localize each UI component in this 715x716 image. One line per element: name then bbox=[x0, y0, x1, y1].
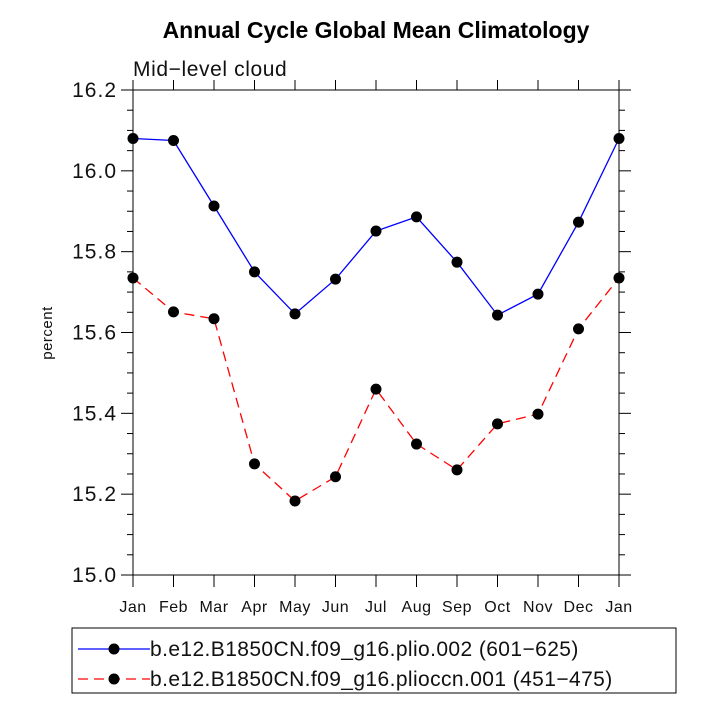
legend-label: b.e12.B1850CN.f09_g16.plio.002 (601−625) bbox=[150, 638, 579, 661]
x-tick-label: Jan bbox=[119, 599, 146, 616]
x-axis: Jan Feb Mar Apr May Jun Jul Aug Sep Oct Nov Dec Jan bbox=[119, 80, 632, 616]
data-point bbox=[289, 495, 301, 507]
y-tick-label: 16.2 bbox=[72, 79, 117, 102]
data-point bbox=[411, 438, 422, 450]
data-point bbox=[168, 135, 179, 147]
data-point bbox=[451, 464, 463, 476]
y-tick-label: 15.8 bbox=[72, 241, 117, 264]
data-point bbox=[613, 133, 625, 144]
data-point bbox=[370, 225, 382, 237]
data-point bbox=[127, 272, 139, 284]
chart-subtitle: Mid−level cloud bbox=[133, 58, 287, 81]
legend-box bbox=[71, 627, 677, 694]
x-tick-label: Jul bbox=[365, 599, 387, 616]
data-point bbox=[249, 266, 260, 278]
data-point bbox=[573, 216, 584, 228]
data-point bbox=[613, 272, 625, 284]
legend-item: b.e12.B1850CN.f09_g16.plioccn.001 (451−4… bbox=[78, 668, 613, 691]
series-layer bbox=[127, 133, 625, 507]
plot-frame bbox=[132, 89, 620, 576]
data-point bbox=[208, 313, 220, 325]
legend-item: b.e12.B1850CN.f09_g16.plio.002 (601−625) bbox=[78, 638, 579, 661]
x-tick-label: Feb bbox=[159, 599, 188, 616]
y-tick-label: 15.0 bbox=[72, 564, 117, 587]
y-axis: 15.0 15.2 15.4 15.6 15.8 16.0 16.2 bbox=[72, 79, 631, 587]
data-point bbox=[492, 418, 503, 430]
data-point bbox=[168, 306, 179, 318]
x-tick-label: Sep bbox=[442, 599, 472, 616]
data-point bbox=[370, 383, 382, 395]
legend: b.e12.B1850CN.f09_g16.plio.002 (601−625)… bbox=[71, 627, 677, 694]
data-point bbox=[492, 309, 503, 321]
data-point bbox=[411, 211, 422, 223]
y-axis-label: percent bbox=[39, 306, 56, 360]
x-tick-label: Mar bbox=[199, 599, 228, 616]
x-tick-label: Dec bbox=[564, 599, 594, 616]
legend-marker bbox=[108, 673, 120, 685]
data-point bbox=[330, 471, 341, 483]
x-tick-label: Aug bbox=[402, 599, 432, 616]
x-tick-label: Nov bbox=[523, 599, 553, 616]
y-tick-label: 15.6 bbox=[72, 322, 117, 345]
data-point bbox=[532, 288, 544, 300]
chart-title: Annual Cycle Global Mean Climatology bbox=[163, 17, 590, 43]
data-point bbox=[249, 458, 260, 470]
x-tick-label: Oct bbox=[484, 599, 510, 616]
legend-marker bbox=[108, 643, 120, 655]
legend-items: b.e12.B1850CN.f09_g16.plio.002 (601−625)… bbox=[78, 638, 613, 691]
y-tick-label: 16.0 bbox=[72, 160, 117, 183]
data-point bbox=[208, 200, 220, 212]
data-point bbox=[532, 408, 544, 420]
data-point bbox=[330, 273, 341, 285]
data-point bbox=[127, 133, 139, 144]
legend-label: b.e12.B1850CN.f09_g16.plioccn.001 (451−4… bbox=[150, 668, 613, 691]
x-tick-label: Jan bbox=[605, 599, 632, 616]
x-tick-label: Jun bbox=[322, 599, 349, 616]
data-point bbox=[289, 308, 301, 320]
x-tick-label: Apr bbox=[241, 599, 268, 616]
data-point bbox=[451, 256, 463, 268]
data-point bbox=[573, 323, 584, 335]
y-tick-label: 15.2 bbox=[72, 483, 117, 506]
x-tick-label: May bbox=[279, 599, 311, 616]
y-tick-label: 15.4 bbox=[72, 402, 117, 425]
